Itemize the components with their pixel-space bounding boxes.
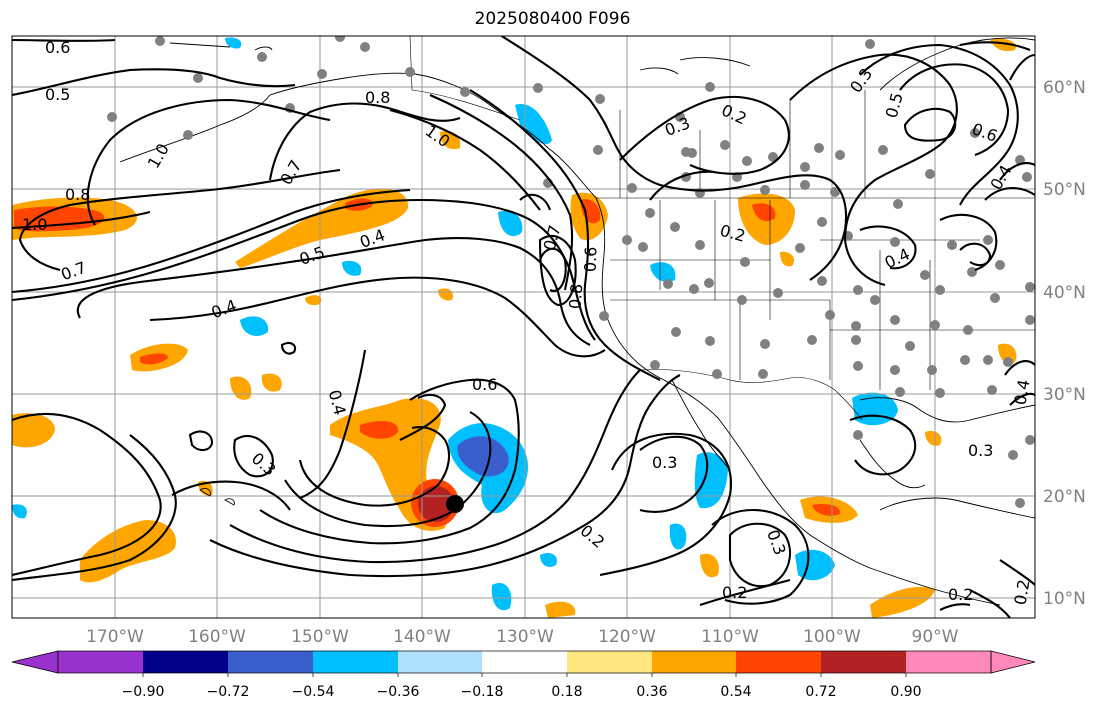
colorbar-segment <box>906 651 991 673</box>
colorbar-segment <box>228 651 313 673</box>
colorbar-label: 0.54 <box>720 684 751 700</box>
colorbar: −0.90 −0.72 −0.54 −0.36 −0.18 0.18 0.36 … <box>11 650 1036 700</box>
contour-label: 0.2 <box>948 585 973 604</box>
map-plot-area: 0.6 0.5 1.0 0.8 1.0 0.7 0.8 1.0 0.7 0.5 … <box>12 36 1035 618</box>
colorbar-segment <box>736 651 821 673</box>
colorbar-label: 0.72 <box>805 684 836 700</box>
colorbar-label: −0.54 <box>292 684 335 700</box>
contour-label: 0.8 <box>65 185 90 204</box>
colorbar-segment <box>821 651 906 673</box>
lat-label: 40°N <box>1043 283 1086 303</box>
contour-label: 0.6 <box>472 375 497 394</box>
lon-label: 120°W <box>598 627 656 647</box>
colorbar-label: −0.18 <box>461 684 504 700</box>
contour-label: 1.0 <box>22 215 47 234</box>
lat-label: 10°N <box>1043 589 1086 609</box>
contour-label: 0.8 <box>365 88 390 107</box>
storm-center-marker <box>446 495 464 513</box>
coastlines <box>119 37 1035 606</box>
lat-label: 50°N <box>1043 180 1086 200</box>
lon-label: 130°W <box>496 627 554 647</box>
map-title: 2025080400 F096 <box>474 9 631 29</box>
colorbar-segment <box>567 651 652 673</box>
contour-label: 0.3 <box>652 453 677 472</box>
contour-label: 0.6 <box>581 246 601 272</box>
colorbar-segment <box>143 651 228 673</box>
contour-label: 0.3 <box>968 441 993 460</box>
contour-label: 0.2 <box>1010 578 1033 606</box>
colorbar-segment <box>313 651 398 673</box>
lat-label: 30°N <box>1043 385 1086 405</box>
lat-label: 20°N <box>1043 487 1086 507</box>
contour-label: 0.8 <box>565 283 586 310</box>
colorbar-label: −0.72 <box>207 684 250 700</box>
lon-label: 140°W <box>393 627 451 647</box>
colorbar-segment <box>482 651 567 673</box>
colorbar-extend-low <box>11 650 59 674</box>
colorbar-label: −0.90 <box>122 684 165 700</box>
colorbar-label: 0.90 <box>890 684 921 700</box>
colorbar-segment <box>398 651 482 673</box>
contour-lines <box>12 36 1035 618</box>
contour-label: 0.5 <box>45 85 70 104</box>
map-frame <box>11 35 1036 619</box>
lon-label: 90°W <box>912 627 959 647</box>
latitude-labels: 60°N 50°N 40°N 30°N 20°N 10°N <box>1043 78 1086 609</box>
lon-label: 160°W <box>188 627 246 647</box>
colorbar-segment <box>652 651 736 673</box>
colorbar-segment <box>58 651 143 673</box>
contour-label: 0.4 <box>1010 378 1033 406</box>
lon-label: 110°W <box>701 627 759 647</box>
colorbar-extend-high <box>990 650 1036 674</box>
lon-label: 170°W <box>86 627 144 647</box>
colorbar-label: 0.18 <box>551 684 582 700</box>
lon-label: 100°W <box>803 627 861 647</box>
colorbar-label: −0.36 <box>377 684 420 700</box>
longitude-labels: 170°W 160°W 150°W 140°W 130°W 120°W 110°… <box>86 627 959 647</box>
contour-label: 0.6 <box>45 38 70 57</box>
lon-label: 150°W <box>291 627 349 647</box>
station-markers <box>107 36 1035 508</box>
lat-label: 60°N <box>1043 78 1086 98</box>
contour-label: 0.2 <box>722 583 747 602</box>
colorbar-label: 0.36 <box>636 684 667 700</box>
